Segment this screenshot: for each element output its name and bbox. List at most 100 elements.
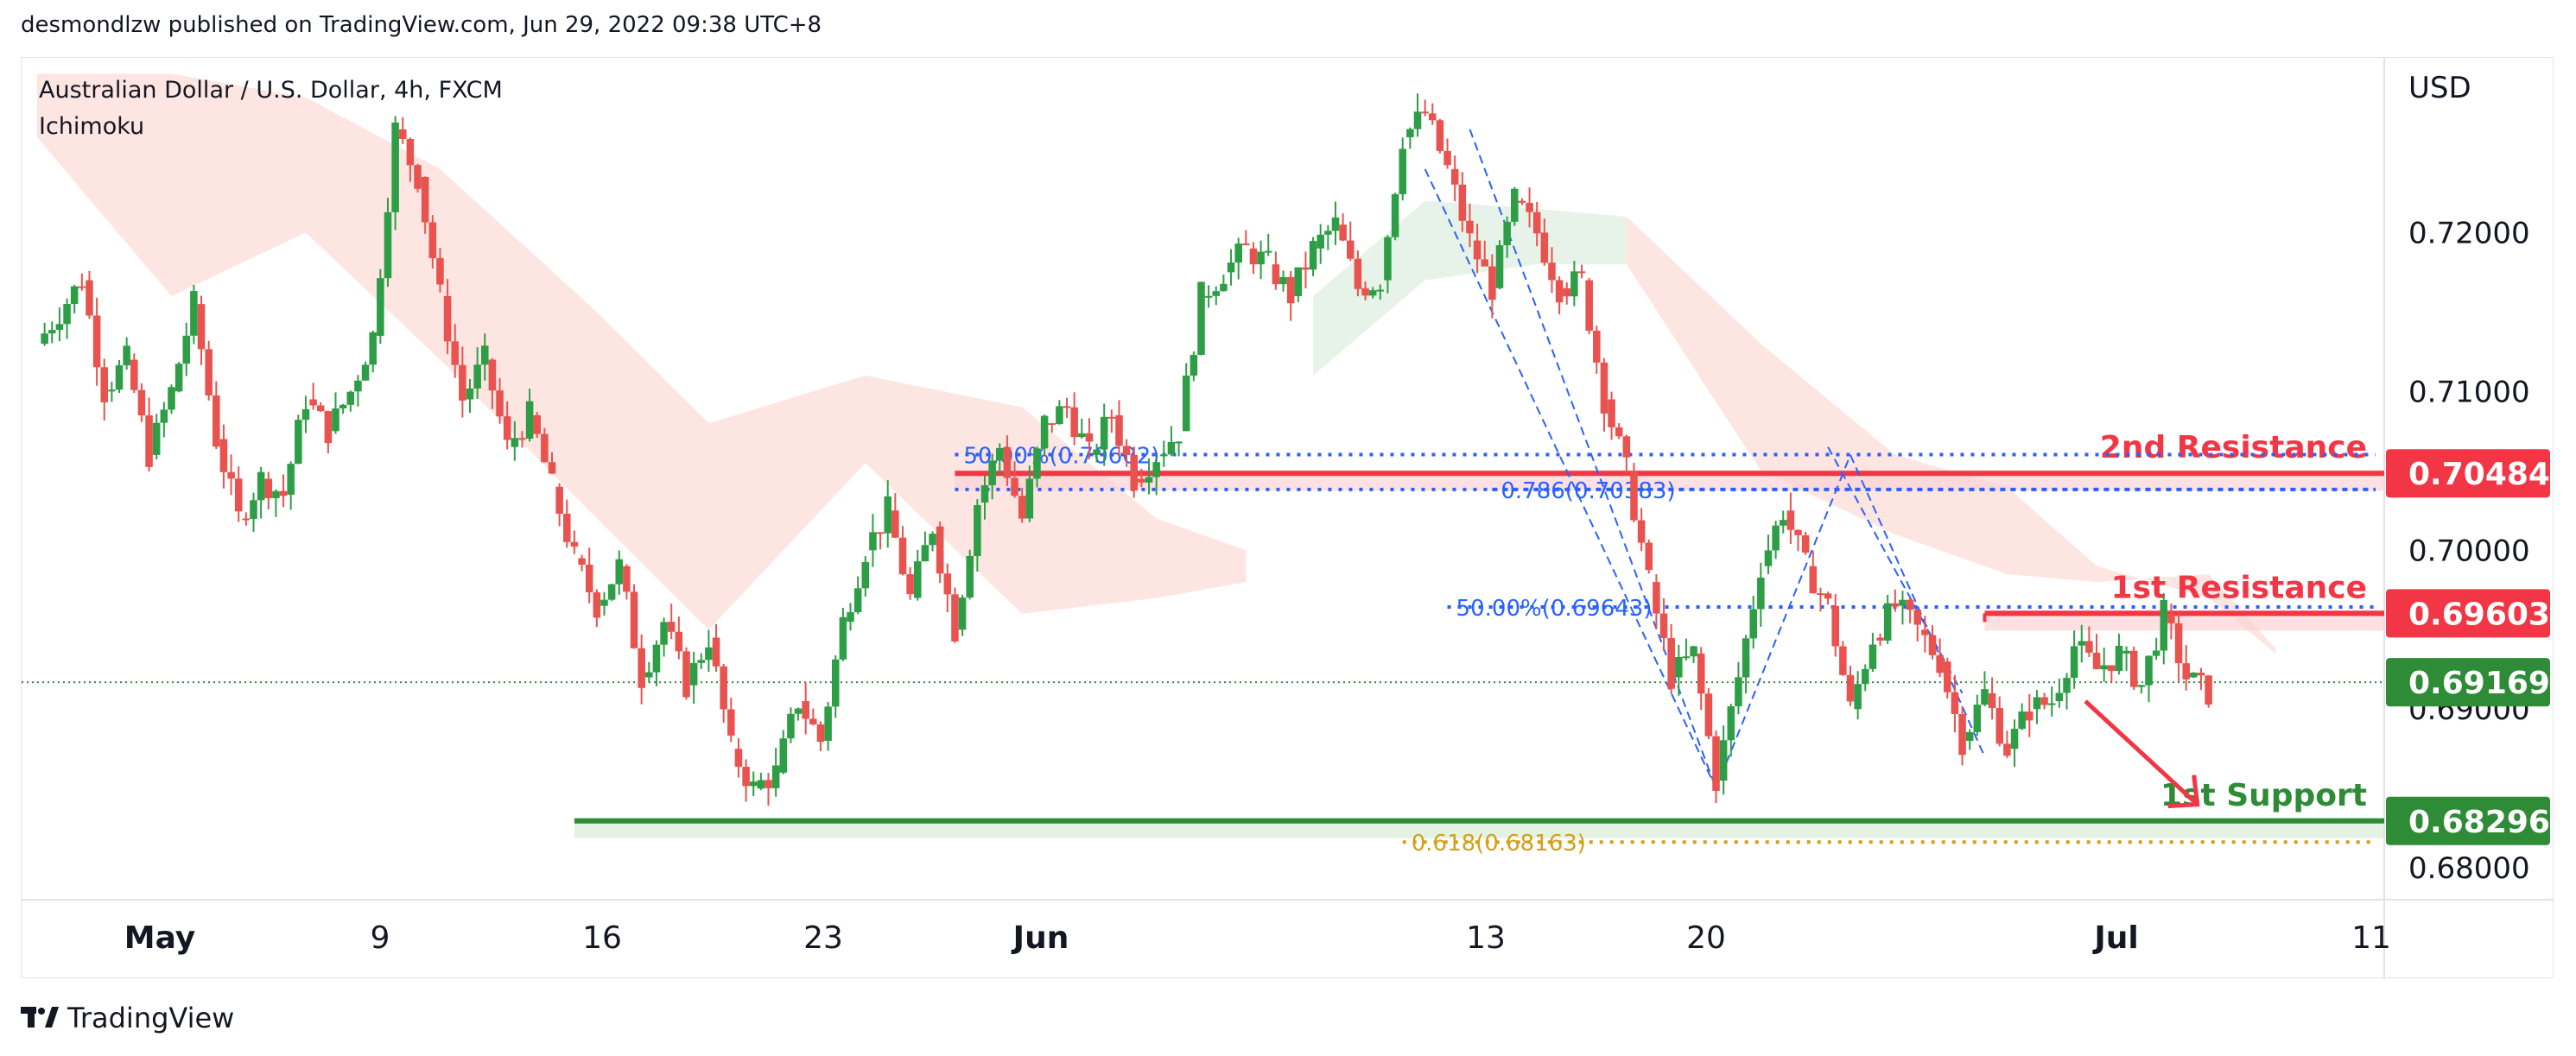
price-tag-bg bbox=[2386, 589, 2550, 638]
projection-arrow bbox=[2084, 699, 2199, 806]
candle-body bbox=[749, 781, 758, 787]
candle-body bbox=[1272, 264, 1280, 285]
candle-body bbox=[1511, 188, 1519, 222]
candle-body bbox=[1944, 661, 1951, 692]
candle-body bbox=[316, 405, 325, 412]
candle-body bbox=[219, 439, 228, 472]
candle-body bbox=[853, 588, 862, 613]
candle-body bbox=[1846, 674, 1855, 702]
cloud-segment-red bbox=[1626, 216, 2276, 654]
candle-body bbox=[1175, 441, 1183, 444]
candle-body bbox=[503, 416, 511, 440]
candle-body bbox=[1436, 120, 1444, 151]
candle-body bbox=[705, 647, 713, 661]
candle-body bbox=[974, 504, 981, 556]
candle-body bbox=[1011, 477, 1018, 496]
price-tick-label: 0.72000 bbox=[2408, 216, 2530, 250]
candle-body bbox=[1107, 416, 1116, 419]
candle-body bbox=[488, 359, 497, 391]
candle-body bbox=[839, 617, 847, 660]
level-label: 2nd Resistance bbox=[2100, 430, 2367, 465]
candle-body bbox=[645, 672, 653, 678]
candle-body bbox=[1883, 603, 1892, 641]
candle-body bbox=[771, 765, 780, 788]
candle-body bbox=[48, 330, 56, 334]
candle-body bbox=[563, 513, 571, 542]
candle-body bbox=[809, 718, 817, 724]
candle-body bbox=[1719, 740, 1728, 781]
candle-body bbox=[205, 349, 213, 396]
candle-body bbox=[1727, 705, 1735, 741]
candle-body bbox=[2145, 655, 2153, 686]
candle-body bbox=[667, 622, 676, 632]
candle-body bbox=[398, 129, 407, 139]
current-price-tag: 0.69169 bbox=[2386, 658, 2550, 707]
candle-body bbox=[600, 599, 608, 606]
candle-body bbox=[108, 389, 116, 392]
candle-body bbox=[377, 278, 384, 336]
candle-body bbox=[1675, 657, 1683, 678]
candle-body bbox=[734, 749, 743, 768]
level-price-tag: 0.68296 bbox=[2386, 796, 2550, 845]
candle-body bbox=[264, 478, 273, 498]
candle-body bbox=[1921, 629, 1929, 635]
candle-body bbox=[847, 612, 854, 623]
candle-body bbox=[1085, 433, 1094, 442]
candle-body bbox=[1526, 202, 1533, 212]
candle-body bbox=[1622, 436, 1631, 458]
candle-body bbox=[929, 534, 936, 546]
candle-body bbox=[1951, 692, 1959, 714]
candle-body bbox=[1555, 280, 1564, 303]
candle-body bbox=[272, 490, 280, 498]
cloud-segment-green bbox=[1313, 200, 1627, 376]
price-tick-label: 0.68000 bbox=[2408, 851, 2530, 886]
candle-body bbox=[1354, 258, 1362, 289]
chart-svg[interactable]: 2nd Resistance 1st Resistance 1st Support 5… bbox=[22, 58, 2554, 979]
time-axis: May 9 16 23 Jun 13 20 Jul 11 bbox=[124, 920, 2391, 956]
candle-body bbox=[1115, 414, 1123, 446]
candle-body bbox=[555, 486, 563, 514]
candle-body bbox=[1473, 240, 1482, 260]
candle-body bbox=[1406, 129, 1414, 137]
candle-body bbox=[78, 286, 86, 288]
candle-body bbox=[1965, 731, 1974, 742]
candle-body bbox=[1212, 291, 1221, 296]
candle-body bbox=[1742, 638, 1750, 678]
candle-body bbox=[1130, 454, 1139, 491]
candle-body bbox=[1861, 668, 1869, 685]
candle-body bbox=[152, 422, 161, 455]
candle-body bbox=[55, 324, 64, 331]
candle-body bbox=[332, 408, 339, 432]
candle-body bbox=[2040, 697, 2048, 705]
candle-body bbox=[578, 558, 586, 565]
candle-body bbox=[301, 408, 310, 421]
candle-body bbox=[354, 380, 362, 392]
candle-body bbox=[2018, 711, 2026, 730]
candle-body bbox=[585, 564, 593, 593]
candle-body bbox=[913, 561, 922, 598]
candle-body bbox=[168, 387, 175, 410]
ichimoku-cloud bbox=[37, 73, 2276, 654]
candle-body bbox=[831, 659, 840, 707]
candle-body bbox=[1056, 406, 1063, 425]
time-tick-label: Jul bbox=[2091, 920, 2138, 956]
candle-body bbox=[1630, 471, 1638, 521]
candle-body bbox=[2055, 692, 2064, 702]
fib-label: 0.618(0.68163) bbox=[1412, 831, 1586, 857]
candle-body bbox=[2085, 641, 2093, 653]
publisher-line: desmondlzw published on TradingView.com,… bbox=[21, 12, 822, 38]
candle-body bbox=[182, 335, 191, 364]
candle-body bbox=[1749, 609, 1757, 639]
level-price-tag: 0.69603 bbox=[2386, 589, 2550, 638]
candle-body bbox=[174, 364, 183, 392]
candle-body bbox=[451, 341, 459, 365]
candle-body bbox=[1466, 220, 1474, 234]
price-tag-bg bbox=[2386, 449, 2550, 498]
tradingview-brand[interactable]: TradingView bbox=[67, 1002, 235, 1034]
candle-body bbox=[1659, 613, 1668, 638]
price-tick-label: 0.71000 bbox=[2408, 375, 2530, 409]
candle-body bbox=[41, 333, 48, 345]
candle-body bbox=[720, 666, 727, 710]
candle-body bbox=[92, 315, 101, 368]
